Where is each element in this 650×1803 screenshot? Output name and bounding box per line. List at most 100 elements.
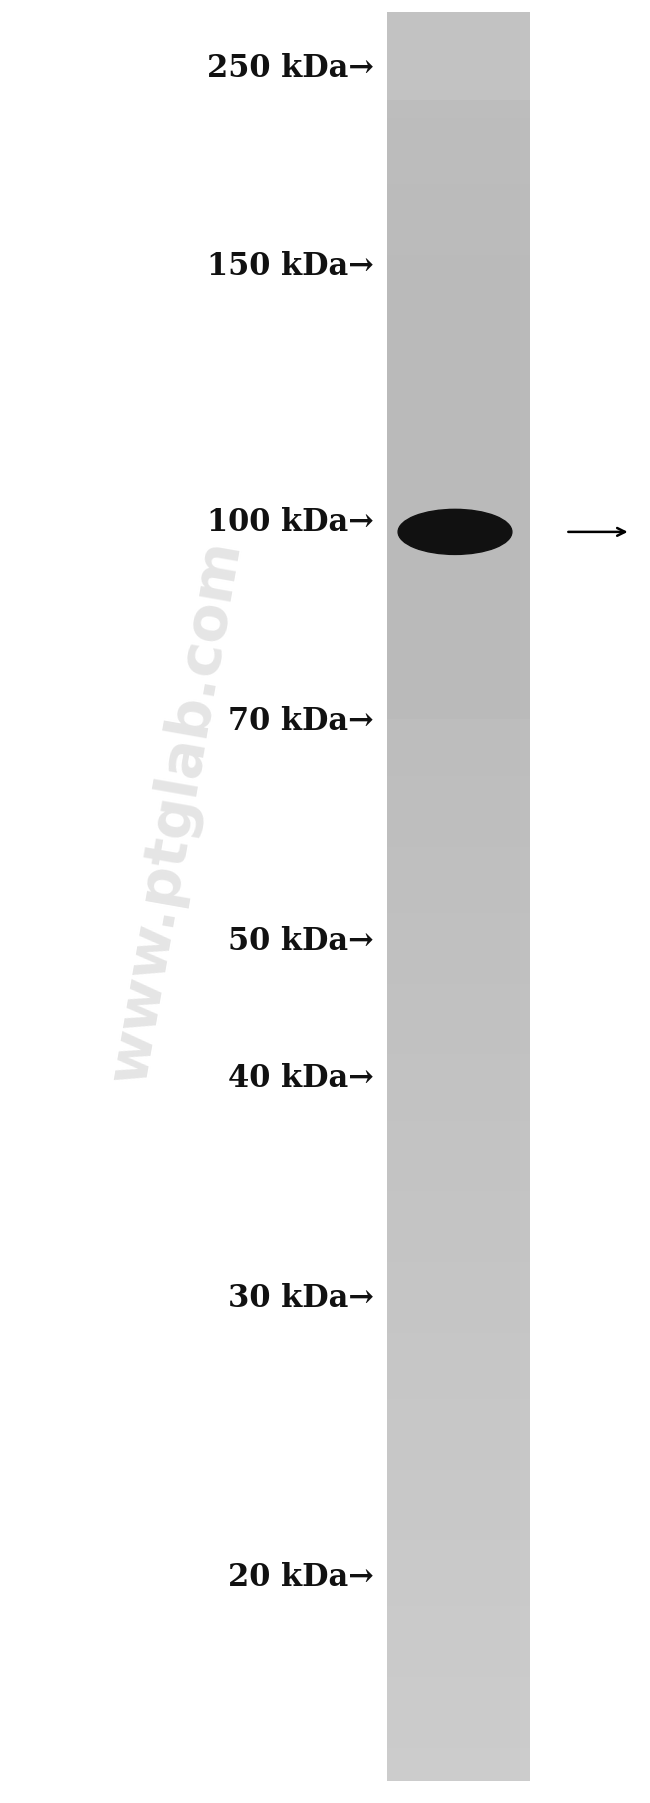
Bar <box>387 436 530 442</box>
Bar <box>387 1204 530 1212</box>
Bar <box>387 1686 530 1693</box>
Bar <box>387 534 530 539</box>
Bar <box>387 370 530 375</box>
Bar <box>387 790 530 795</box>
Bar <box>387 1134 530 1139</box>
Bar <box>387 1350 530 1356</box>
Bar <box>387 431 530 438</box>
Bar <box>387 1305 530 1313</box>
Bar <box>387 930 530 938</box>
Bar <box>387 285 530 292</box>
Bar <box>387 59 530 67</box>
Bar <box>387 1311 530 1316</box>
Bar <box>387 1168 530 1176</box>
Bar <box>387 52 530 58</box>
Bar <box>387 96 530 103</box>
Bar <box>387 34 530 40</box>
Bar <box>387 126 530 133</box>
Bar <box>387 1588 530 1596</box>
Bar <box>387 92 530 97</box>
Bar <box>387 582 530 588</box>
Bar <box>387 1208 530 1215</box>
Bar <box>387 957 530 963</box>
Bar <box>387 653 530 658</box>
Bar <box>387 811 530 817</box>
Bar <box>387 406 530 411</box>
Bar <box>387 1460 530 1468</box>
Bar <box>387 379 530 384</box>
Bar <box>387 635 530 640</box>
Bar <box>387 719 530 725</box>
Bar <box>387 793 530 801</box>
Bar <box>387 415 530 420</box>
Bar <box>387 781 530 786</box>
Text: 30 kDa→: 30 kDa→ <box>228 1282 374 1314</box>
Bar <box>387 233 530 240</box>
Bar <box>387 1527 530 1533</box>
Bar <box>387 263 530 270</box>
Bar <box>387 1217 530 1224</box>
Bar <box>387 38 530 45</box>
Bar <box>387 1545 530 1551</box>
Bar <box>387 555 530 561</box>
Bar <box>387 1558 530 1563</box>
Text: 100 kDa→: 100 kDa→ <box>207 507 374 539</box>
Bar <box>387 1417 530 1423</box>
Bar <box>387 43 530 49</box>
Bar <box>387 1496 530 1502</box>
Bar <box>387 1116 530 1121</box>
Bar <box>387 1019 530 1026</box>
Bar <box>387 330 530 335</box>
Bar <box>387 418 530 424</box>
Bar <box>387 1668 530 1675</box>
Bar <box>387 427 530 433</box>
Bar <box>387 1478 530 1484</box>
Bar <box>387 759 530 764</box>
Bar <box>387 1603 530 1608</box>
Bar <box>387 745 530 752</box>
Ellipse shape <box>398 508 512 554</box>
Bar <box>387 1329 530 1334</box>
Bar <box>387 1487 530 1493</box>
Bar <box>387 741 530 746</box>
Bar <box>387 1518 530 1524</box>
Bar <box>387 754 530 761</box>
Bar <box>387 312 530 319</box>
Text: 50 kDa→: 50 kDa→ <box>228 925 374 957</box>
Bar <box>387 768 530 773</box>
Bar <box>387 1381 530 1388</box>
Bar <box>387 617 530 624</box>
Bar <box>387 175 530 182</box>
Bar <box>387 458 530 463</box>
Bar <box>387 984 530 990</box>
Bar <box>387 1442 530 1450</box>
Bar <box>387 701 530 707</box>
Bar <box>387 1677 530 1684</box>
Bar <box>387 833 530 840</box>
Bar <box>387 1280 530 1286</box>
Bar <box>387 829 530 835</box>
Bar <box>387 1125 530 1130</box>
Bar <box>387 1698 530 1706</box>
Ellipse shape <box>414 516 496 548</box>
Bar <box>387 1753 530 1758</box>
Bar <box>387 528 530 535</box>
Bar <box>387 516 530 521</box>
Bar <box>387 1293 530 1298</box>
Bar <box>387 568 530 575</box>
Bar <box>387 334 530 341</box>
Bar <box>387 784 530 792</box>
Bar <box>387 1314 530 1322</box>
Bar <box>387 1433 530 1441</box>
Bar <box>387 1704 530 1709</box>
Bar <box>387 1756 530 1763</box>
Bar <box>387 802 530 810</box>
Bar <box>387 847 530 853</box>
Bar <box>387 608 530 615</box>
Bar <box>387 1015 530 1020</box>
Bar <box>387 1055 530 1060</box>
Bar <box>387 918 530 923</box>
Bar <box>387 153 530 159</box>
Bar <box>387 220 530 225</box>
Bar <box>387 400 530 407</box>
